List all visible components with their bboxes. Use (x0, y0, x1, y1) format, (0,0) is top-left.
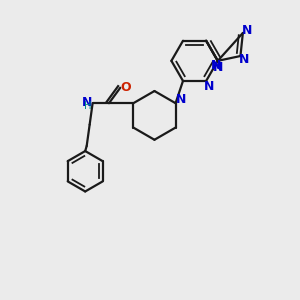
Text: N: N (239, 53, 250, 66)
Text: N: N (176, 93, 186, 106)
Text: N: N (210, 59, 221, 72)
Text: N: N (213, 61, 223, 74)
Text: N: N (204, 80, 214, 93)
Text: N: N (82, 96, 92, 109)
Text: H: H (83, 100, 91, 111)
Text: O: O (120, 81, 130, 94)
Text: N: N (242, 24, 253, 37)
